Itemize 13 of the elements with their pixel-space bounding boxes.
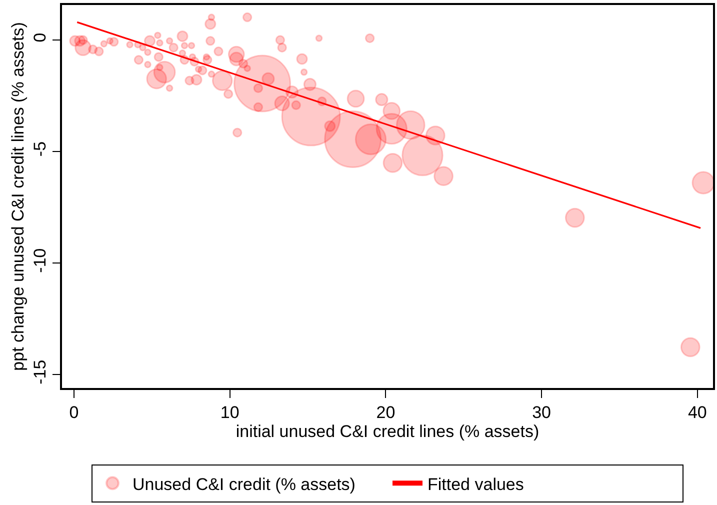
x-tick-label: 10 [220, 403, 240, 422]
y-tick-label: -15 [30, 360, 50, 384]
y-axis-title: ppt change unused C&I credit lines (% assets) [8, 22, 28, 371]
x-tick-label: 0 [69, 403, 79, 422]
x-axis-title: initial unused C&I credit lines (% assets) [236, 422, 540, 442]
legend-label: Unused C&I credit (% assets) [132, 474, 356, 494]
x-tick-label: 20 [376, 403, 396, 422]
y-tick-label: 0 [30, 32, 50, 42]
y-tick-label: -5 [30, 141, 50, 157]
x-tick-label: 30 [532, 403, 552, 422]
legend-label: Fitted values [428, 474, 524, 494]
y-tick-label: -10 [30, 248, 50, 273]
x-tick-label: 40 [688, 403, 707, 422]
